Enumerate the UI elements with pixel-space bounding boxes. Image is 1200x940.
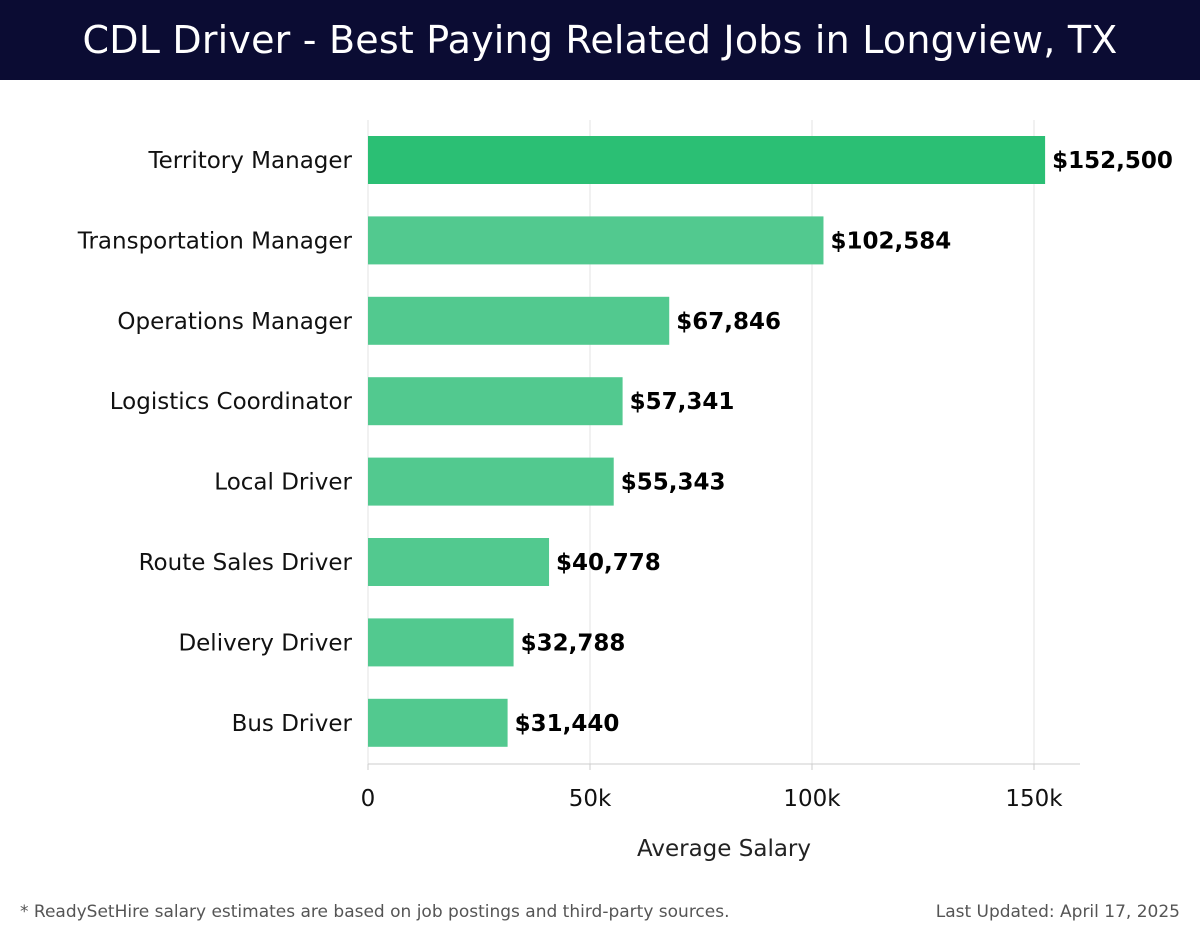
last-updated: Last Updated: April 17, 2025: [935, 902, 1180, 922]
bar: [368, 618, 514, 667]
x-tick-label: 100k: [783, 786, 841, 812]
value-label: $152,500: [1052, 148, 1173, 174]
bar: [368, 698, 508, 747]
category-label: Delivery Driver: [178, 630, 352, 656]
value-label: $67,846: [676, 309, 781, 335]
bar: [368, 296, 670, 345]
category-label: Bus Driver: [232, 711, 353, 737]
value-label: $32,788: [521, 630, 626, 656]
bar: [368, 538, 550, 586]
value-label: $57,341: [630, 389, 735, 415]
x-tick-label: 50k: [569, 786, 612, 812]
category-label: Territory Manager: [148, 148, 353, 174]
value-label: $40,778: [556, 550, 661, 576]
x-axis: 0 50k 100k 150k: [361, 763, 1080, 812]
category-label: Operations Manager: [117, 309, 352, 335]
x-axis-title: Average Salary: [637, 836, 811, 862]
footer-note: * ReadySetHire salary estimates are base…: [20, 902, 730, 922]
bar: [368, 457, 614, 506]
value-label: $102,584: [830, 228, 951, 254]
value-label: $31,440: [515, 711, 620, 737]
bars: Territory Manager $152,500 Transportation …: [77, 136, 1173, 747]
bar: [368, 216, 824, 265]
x-tick-label: 0: [361, 786, 376, 812]
category-label: Logistics Coordinator: [110, 389, 353, 415]
category-label: Route Sales Driver: [139, 550, 353, 576]
x-tick-label: 150k: [1005, 786, 1063, 812]
bar: [368, 377, 623, 426]
value-label: $55,343: [621, 470, 726, 496]
salary-bar-chart: Territory Manager $152,500 Transportation …: [77, 120, 1173, 862]
category-label: Transportation Manager: [77, 228, 353, 254]
bar: [368, 136, 1046, 184]
category-label: Local Driver: [214, 470, 352, 496]
chart-title: CDL Driver - Best Paying Related Jobs in…: [0, 0, 1200, 80]
